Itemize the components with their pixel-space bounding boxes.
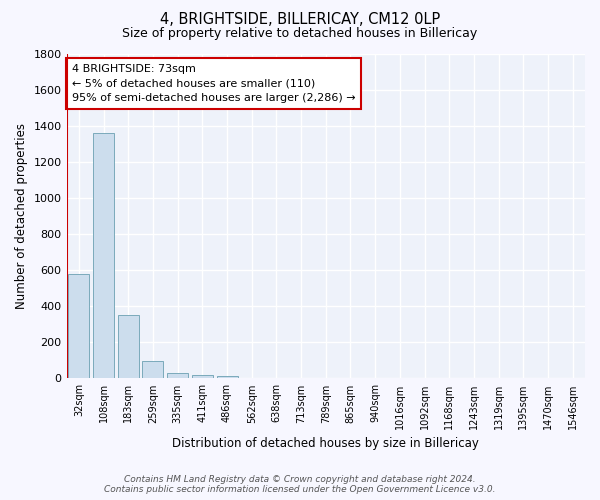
Text: 4, BRIGHTSIDE, BILLERICAY, CM12 0LP: 4, BRIGHTSIDE, BILLERICAY, CM12 0LP — [160, 12, 440, 28]
Y-axis label: Number of detached properties: Number of detached properties — [15, 123, 28, 309]
Bar — [167, 373, 188, 378]
Text: Contains HM Land Registry data © Crown copyright and database right 2024.
Contai: Contains HM Land Registry data © Crown c… — [104, 474, 496, 494]
Bar — [142, 362, 163, 378]
Bar — [217, 376, 238, 378]
X-axis label: Distribution of detached houses by size in Billericay: Distribution of detached houses by size … — [172, 437, 479, 450]
Text: 4 BRIGHTSIDE: 73sqm
← 5% of detached houses are smaller (110)
95% of semi-detach: 4 BRIGHTSIDE: 73sqm ← 5% of detached hou… — [72, 64, 355, 104]
Bar — [192, 375, 213, 378]
Bar — [68, 274, 89, 378]
Bar — [118, 316, 139, 378]
Text: Size of property relative to detached houses in Billericay: Size of property relative to detached ho… — [122, 28, 478, 40]
Bar — [93, 134, 114, 378]
